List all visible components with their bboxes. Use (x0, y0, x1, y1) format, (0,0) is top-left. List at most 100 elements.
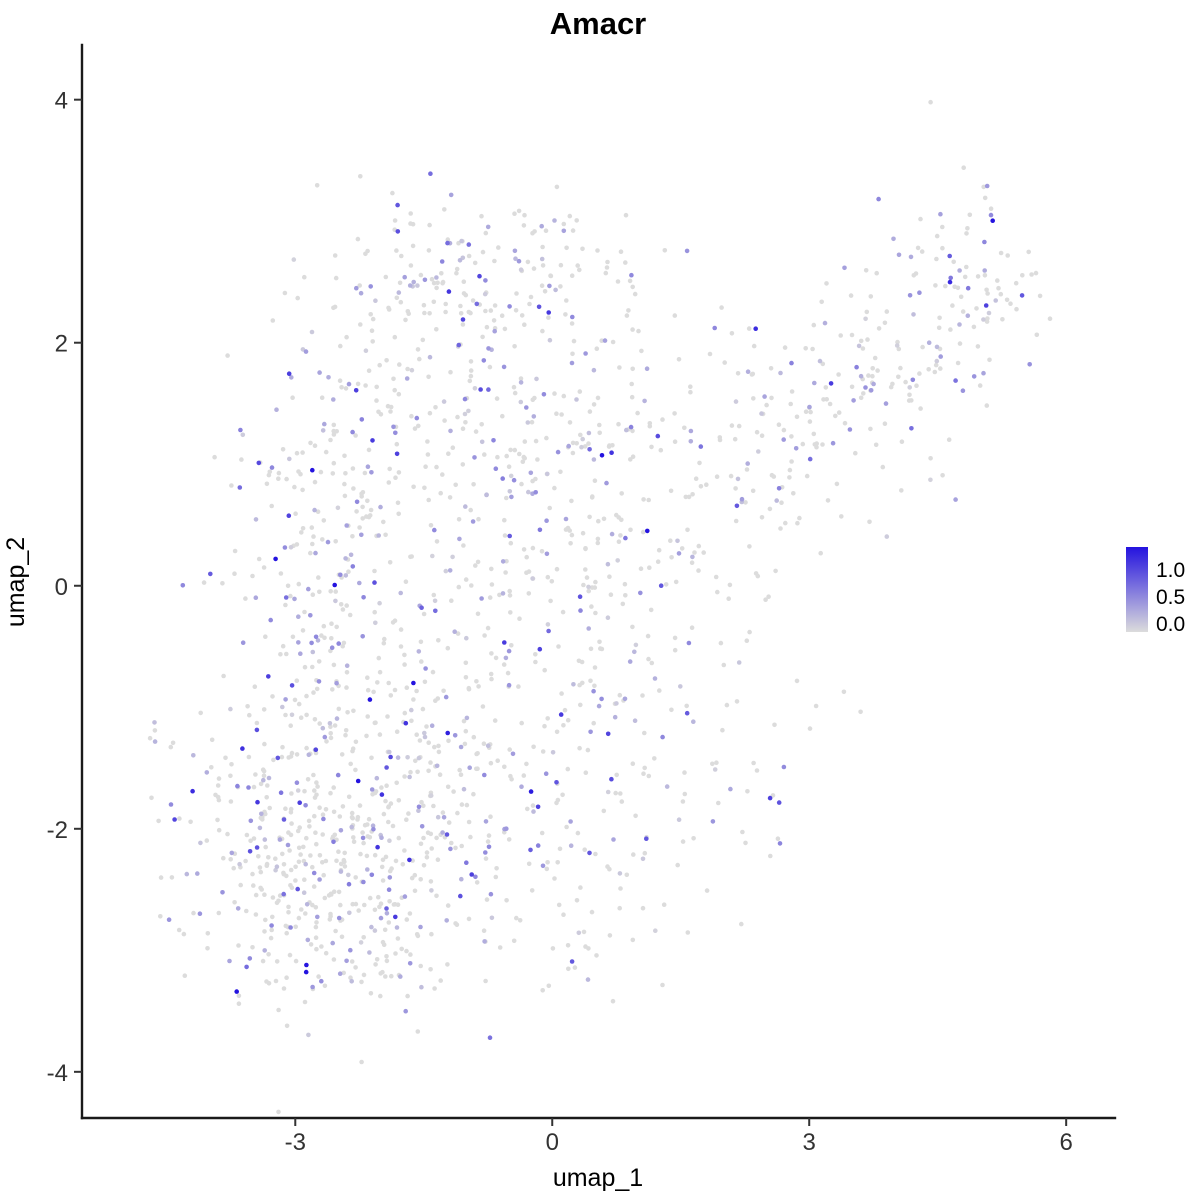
data-point (289, 821, 294, 826)
data-point (363, 251, 368, 257)
data-point (454, 922, 460, 927)
data-point (497, 945, 503, 950)
data-point (350, 815, 356, 821)
data-point (590, 494, 595, 499)
data-point (323, 449, 329, 455)
data-point (411, 484, 416, 490)
data-point (495, 454, 500, 460)
data-point (1019, 293, 1025, 298)
data-point (297, 825, 303, 830)
data-point (312, 788, 317, 793)
data-point (604, 265, 610, 270)
data-point (488, 760, 494, 766)
data-point (810, 346, 815, 352)
data-point (393, 475, 398, 481)
data-point (668, 488, 674, 494)
data-point (955, 360, 961, 366)
data-point (332, 253, 338, 258)
data-point (405, 755, 410, 760)
data-point (468, 834, 473, 840)
data-point (712, 767, 718, 772)
data-point (358, 322, 363, 327)
data-point (474, 301, 480, 307)
data-point (426, 374, 431, 380)
data-point (288, 832, 294, 838)
data-point (392, 387, 398, 393)
data-point (594, 346, 600, 352)
data-point (535, 457, 540, 462)
data-point (225, 353, 230, 358)
data-point (974, 306, 979, 311)
data-point (312, 479, 318, 485)
data-point (363, 348, 369, 354)
data-point (422, 734, 428, 740)
data-point (555, 797, 561, 803)
data-point (899, 488, 904, 493)
data-point (745, 461, 750, 466)
data-point (331, 432, 337, 437)
data-point (286, 910, 291, 915)
data-point (863, 316, 868, 322)
data-point (426, 248, 432, 253)
data-point (284, 476, 289, 482)
data-point (482, 633, 487, 638)
data-point (309, 525, 315, 530)
data-point (248, 818, 254, 824)
data-point (246, 785, 251, 790)
data-point (283, 806, 288, 811)
data-point (303, 803, 308, 808)
data-point (232, 548, 238, 554)
data-point (302, 999, 308, 1005)
data-point (525, 806, 530, 812)
data-point (558, 712, 564, 717)
data-point (548, 598, 553, 604)
data-point (642, 850, 648, 856)
data-point (393, 951, 398, 956)
data-point (348, 975, 353, 980)
data-point (586, 626, 591, 631)
data-point (727, 582, 733, 588)
data-point (353, 739, 359, 745)
data-point (975, 274, 981, 279)
data-point (333, 589, 339, 594)
data-point (288, 806, 294, 812)
data-point (396, 798, 402, 803)
data-point (215, 783, 221, 788)
data-point (440, 280, 445, 286)
data-point (461, 279, 467, 285)
data-point (324, 739, 329, 744)
data-point (605, 561, 611, 567)
data-point (286, 371, 292, 377)
data-point (489, 915, 495, 921)
data-point (287, 848, 292, 853)
data-point (240, 432, 246, 438)
data-point (981, 184, 986, 190)
data-point (299, 530, 304, 535)
data-point (304, 902, 310, 907)
data-point (439, 271, 444, 276)
data-point (445, 645, 451, 651)
data-point (473, 429, 479, 434)
data-point (608, 592, 614, 597)
data-point (729, 423, 735, 428)
data-point (251, 883, 256, 888)
data-point (759, 411, 764, 416)
data-point (615, 558, 620, 563)
data-point (759, 433, 765, 439)
data-point (336, 849, 341, 854)
data-point (484, 492, 489, 498)
data-point (463, 577, 469, 582)
data-point (507, 588, 512, 594)
data-point (960, 309, 966, 314)
data-point (368, 284, 374, 289)
data-point (514, 291, 519, 296)
data-point (428, 760, 433, 765)
data-point (471, 791, 476, 797)
data-point (349, 979, 355, 984)
data-point (254, 720, 260, 726)
data-point (309, 329, 315, 335)
data-point (419, 799, 424, 805)
data-point (382, 636, 387, 642)
data-point (561, 912, 566, 917)
data-point (405, 993, 410, 999)
